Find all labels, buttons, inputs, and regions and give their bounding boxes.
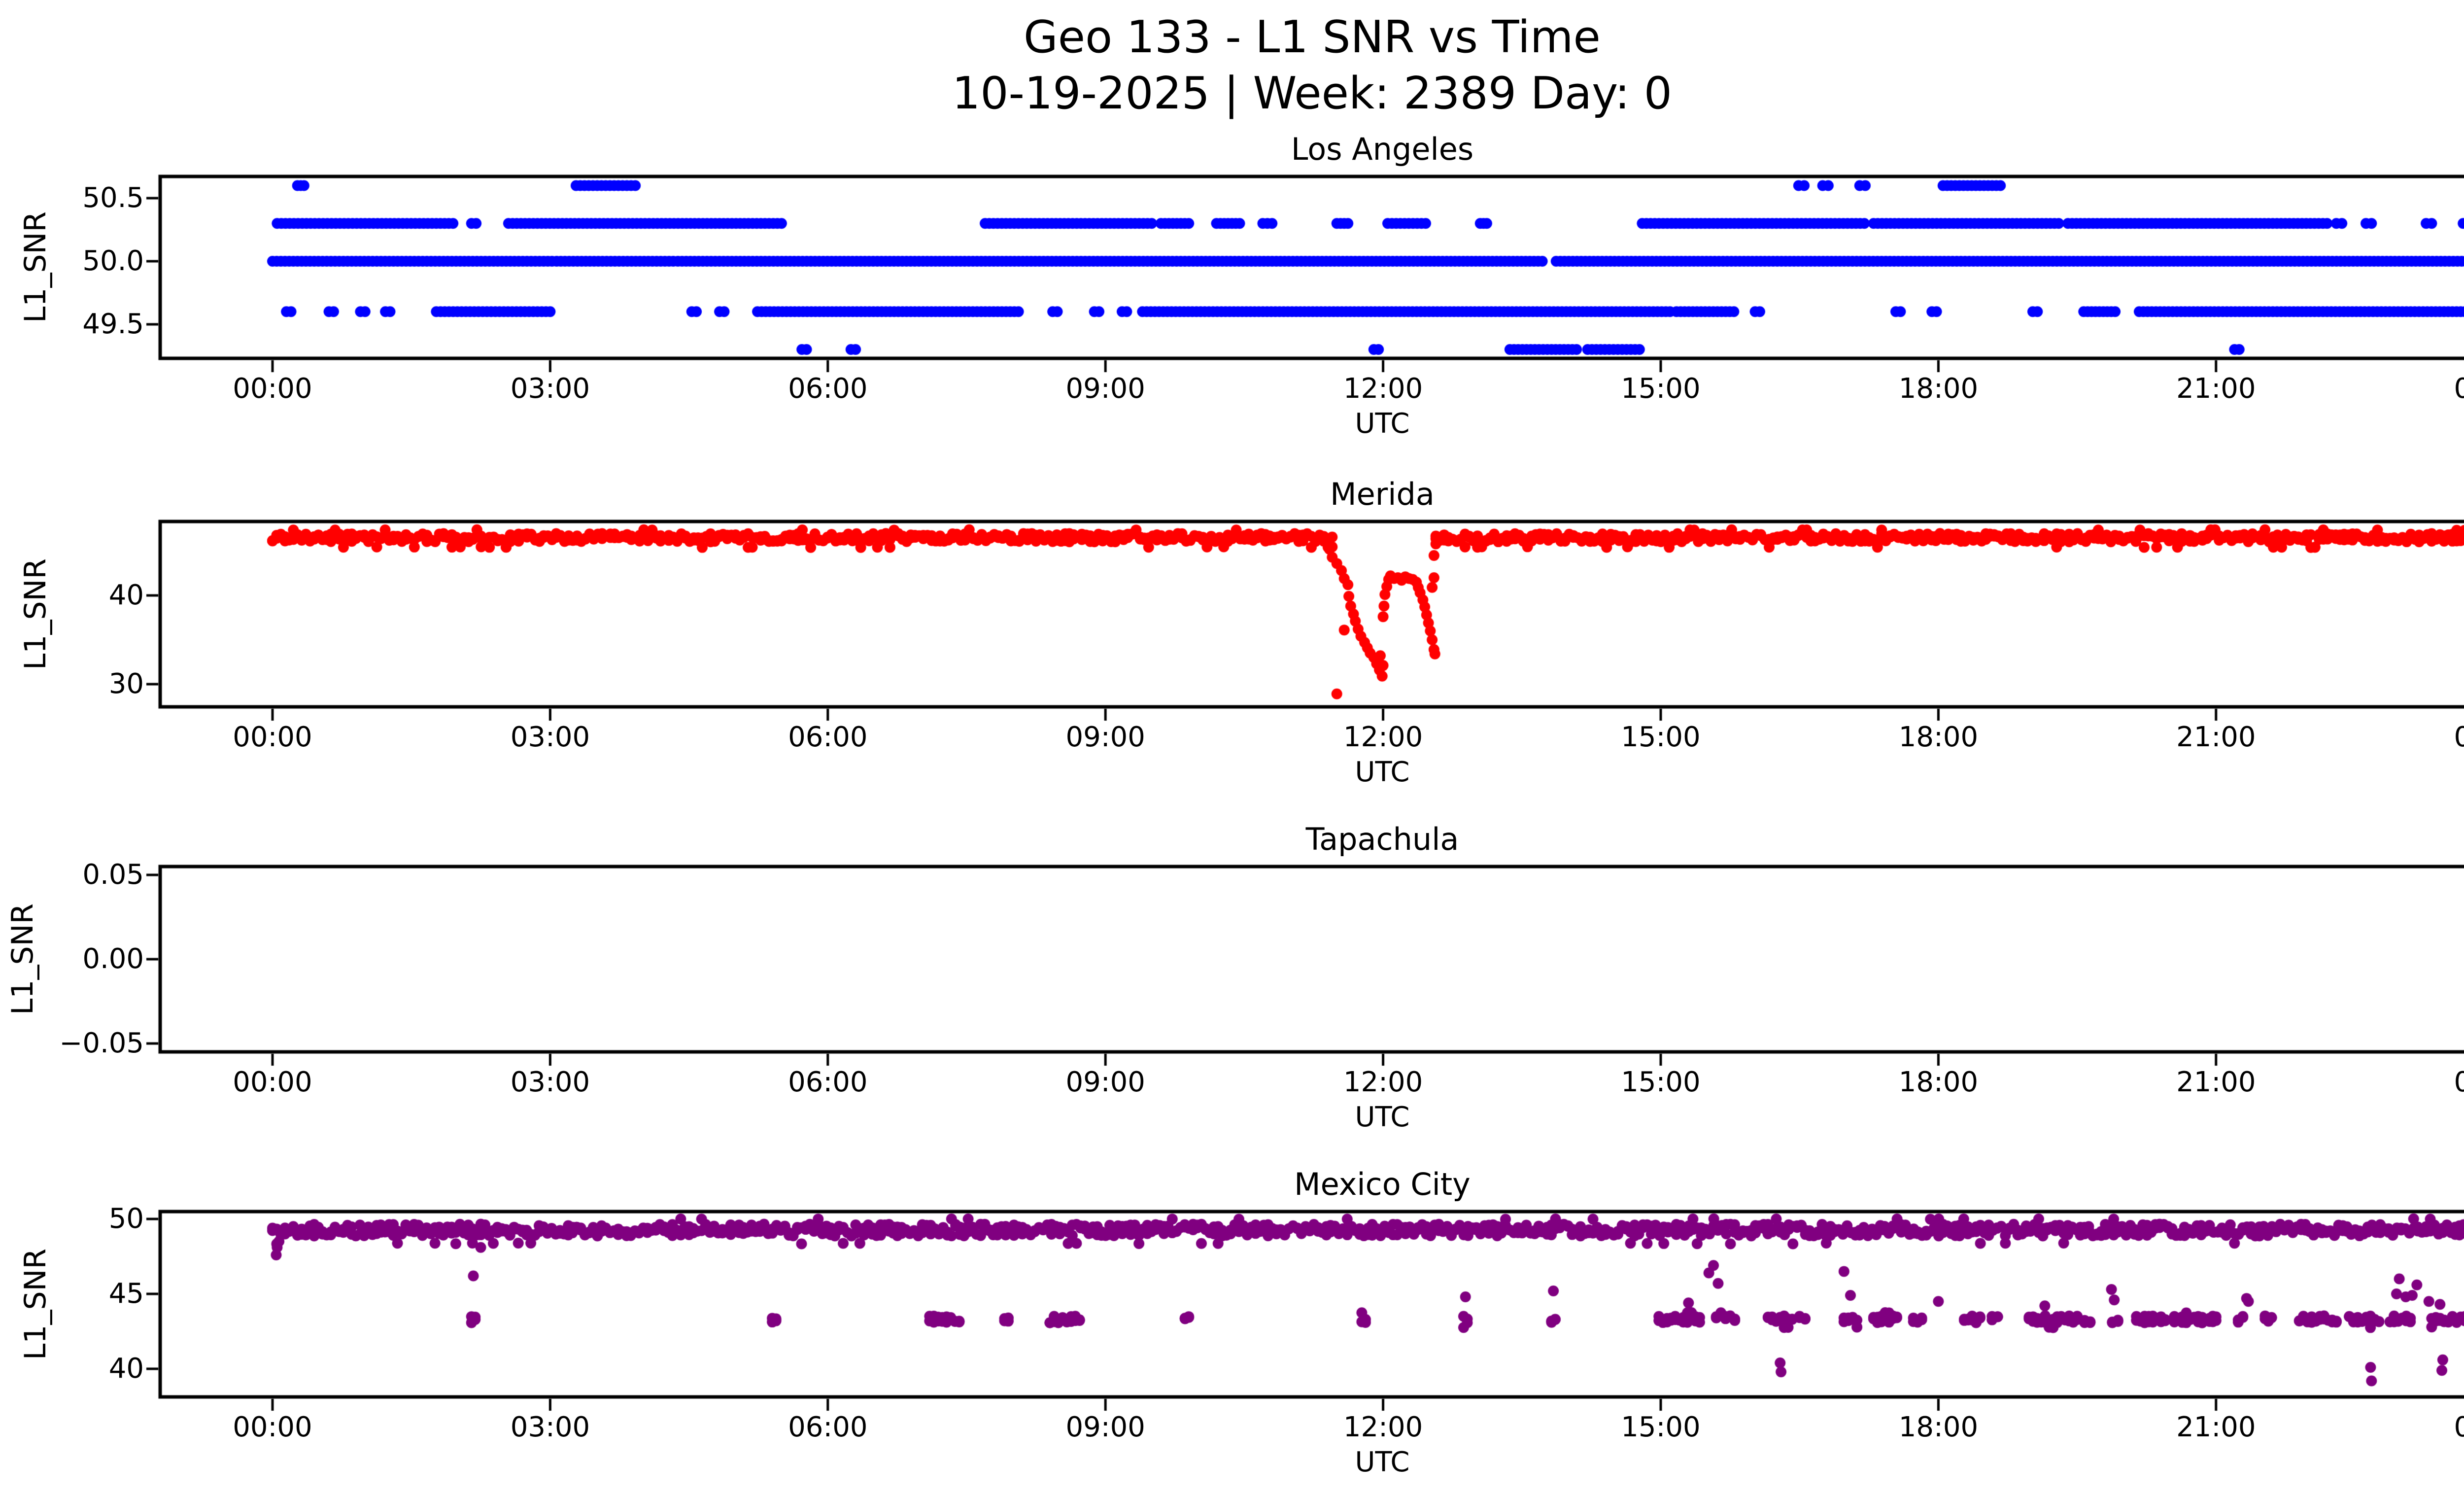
y-tick-label: 0.00	[82, 943, 144, 975]
y-axis-label-merida: L1_SNR	[18, 558, 53, 670]
x-tick-label: 15:00	[1621, 1411, 1701, 1443]
x-tick-label: 18:00	[1898, 721, 1979, 753]
subplot-title-merida: Merida	[1330, 476, 1435, 512]
x-tick-label: 00:00	[233, 1066, 312, 1098]
x-tick-label: 00:00	[2454, 373, 2464, 405]
x-axis-label-mexico-city: UTC	[1355, 1446, 1410, 1478]
y-tick-label: 40	[108, 579, 144, 611]
figure-subtitle: 10-19-2025 | Week: 2389 Day: 0	[952, 68, 1673, 119]
figure-title: Geo 133 - L1 SNR vs Time	[1024, 11, 1601, 63]
x-tick-label: 21:00	[2176, 1411, 2256, 1443]
x-tick-label: 00:00	[233, 373, 312, 405]
y-tick-label: 30	[108, 667, 144, 700]
x-tick-label: 21:00	[2176, 721, 2256, 753]
y-tick-label: 50.0	[82, 244, 144, 277]
x-tick-label: 12:00	[1343, 373, 1423, 405]
y-tick-label: 40	[108, 1353, 144, 1385]
x-tick-label: 06:00	[788, 1066, 868, 1098]
x-tick-label: 06:00	[788, 373, 868, 405]
x-tick-label: 21:00	[2176, 1066, 2256, 1098]
subplot-title-tapachula: Tapachula	[1305, 821, 1459, 857]
x-tick-label: 03:00	[510, 1411, 590, 1443]
x-tick-label: 03:00	[510, 721, 590, 753]
subplot-title-mexico-city: Mexico City	[1294, 1166, 1471, 1202]
x-tick-label: 21:00	[2176, 373, 2256, 405]
y-tick-label: 45	[108, 1278, 144, 1310]
x-axis-label-merida: UTC	[1355, 756, 1410, 788]
x-tick-label: 18:00	[1898, 1411, 1979, 1443]
x-tick-label: 00:00	[233, 1411, 312, 1443]
x-tick-label: 09:00	[1065, 1411, 1145, 1443]
y-tick-label: 50	[108, 1202, 144, 1235]
x-tick-label: 03:00	[510, 373, 590, 405]
x-tick-label: 18:00	[1898, 1066, 1979, 1098]
y-tick-label: 49.5	[82, 308, 144, 340]
x-tick-label: 09:00	[1065, 373, 1145, 405]
x-tick-label: 03:00	[510, 1066, 590, 1098]
x-tick-label: 15:00	[1621, 721, 1701, 753]
y-tick-label: 50.5	[82, 182, 144, 214]
x-axis-label-tapachula: UTC	[1355, 1101, 1410, 1133]
x-tick-label: 06:00	[788, 721, 868, 753]
x-tick-label: 09:00	[1065, 721, 1145, 753]
x-tick-label: 06:00	[788, 1411, 868, 1443]
x-tick-label: 12:00	[1343, 1411, 1423, 1443]
x-tick-label: 12:00	[1343, 721, 1423, 753]
x-tick-label: 15:00	[1621, 1066, 1701, 1098]
x-tick-label: 00:00	[2454, 1411, 2464, 1443]
x-tick-label: 00:00	[233, 721, 312, 753]
y-tick-label: −0.05	[59, 1027, 144, 1059]
x-tick-label: 09:00	[1065, 1066, 1145, 1098]
x-tick-label: 00:00	[2454, 721, 2464, 753]
y-tick-label: 0.05	[82, 859, 144, 891]
x-tick-label: 12:00	[1343, 1066, 1423, 1098]
x-tick-label: 15:00	[1621, 373, 1701, 405]
subplot-title-los-angeles: Los Angeles	[1291, 131, 1474, 167]
x-tick-label: 18:00	[1898, 373, 1979, 405]
x-tick-label: 00:00	[2454, 1066, 2464, 1098]
x-axis-label-los-angeles: UTC	[1355, 408, 1410, 440]
